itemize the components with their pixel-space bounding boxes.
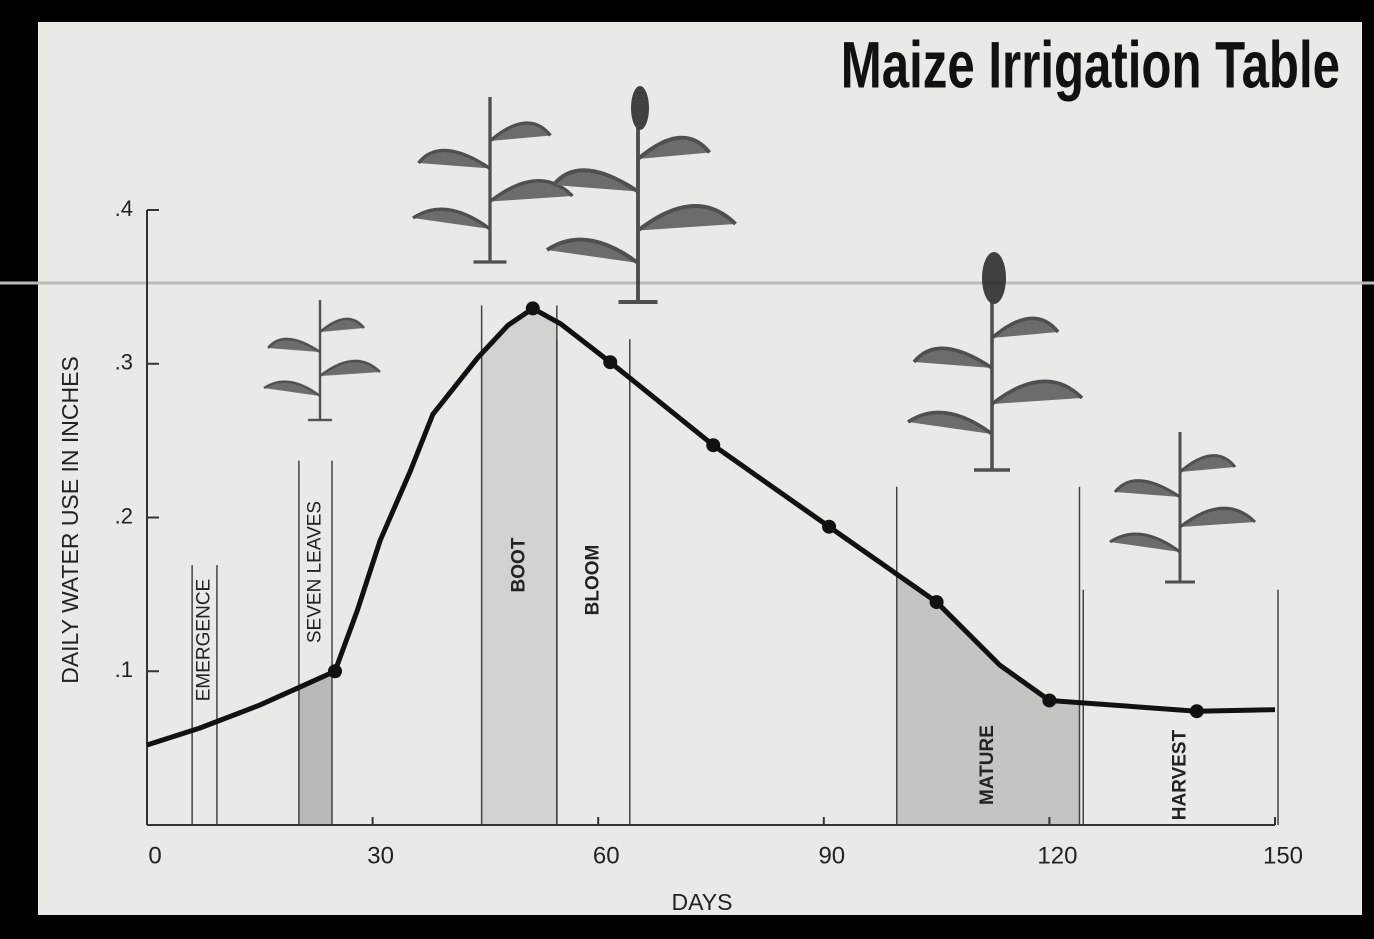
stage-label: BOOT (508, 537, 529, 592)
x-tick-label: 0 (148, 842, 161, 869)
data-point (1042, 693, 1057, 708)
y-axis-label: DAILY WATER USE IN INCHES (57, 356, 83, 684)
x-tick-label: 120 (1037, 842, 1077, 869)
data-point (822, 519, 837, 534)
y-tick-label: .3 (115, 350, 133, 375)
chart-title: Maize Irrigation Table (841, 28, 1340, 102)
data-point (1189, 704, 1204, 719)
x-tick-label: 90 (818, 842, 845, 869)
plant-illustrations (262, 86, 1257, 584)
data-point (929, 595, 944, 610)
data-point (328, 664, 342, 679)
stage-label: SEVEN LEAVES (304, 501, 325, 643)
stage-label: BLOOM (582, 545, 603, 616)
stage-shade (481, 308, 557, 825)
y-tick-label: .2 (115, 503, 133, 528)
x-tick-label: 30 (367, 842, 394, 869)
stage-label: HARVEST (1170, 729, 1191, 820)
data-line (146, 305, 1276, 748)
stage-shade (298, 672, 332, 825)
x-tick-label: 150 (1263, 842, 1303, 869)
stage-shade (896, 574, 1080, 825)
data-point (525, 301, 540, 316)
data-point (603, 355, 618, 370)
y-tick-label: .1 (115, 657, 133, 682)
panel (38, 22, 1362, 915)
x-axis-label: DAYS (672, 889, 733, 915)
x-tick-label: 60 (593, 842, 620, 869)
stage-label: MATURE (977, 725, 998, 805)
y-tick-label: .4 (115, 196, 133, 221)
data-point (706, 438, 721, 453)
stage-label: EMERGENCE (194, 579, 215, 701)
